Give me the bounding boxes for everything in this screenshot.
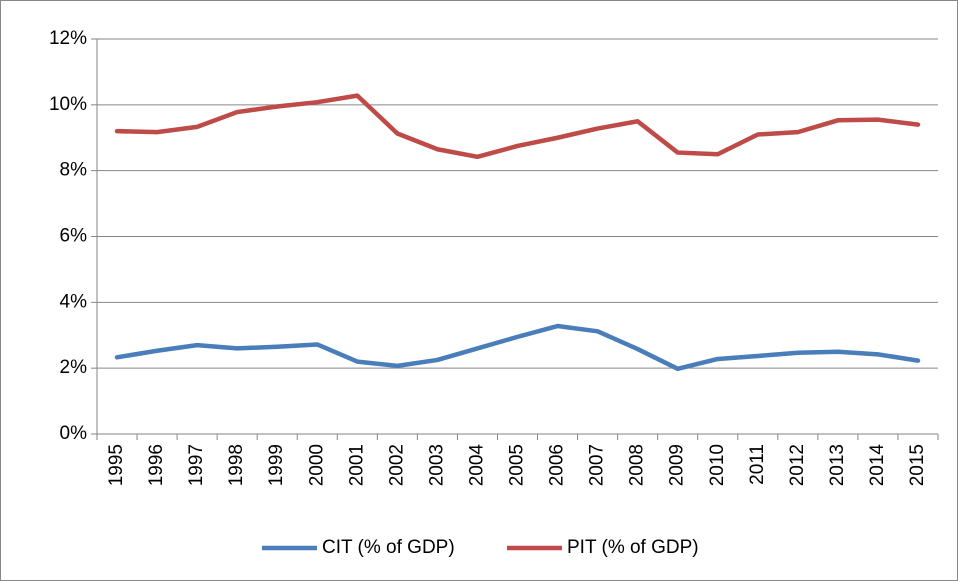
x-tick-label: 2006 [547,444,568,486]
y-tick-label: 6% [60,226,88,247]
x-tick-label: 2013 [827,444,848,486]
x-tick-label: 2001 [346,444,367,486]
x-tick-label: 2014 [867,444,888,487]
y-tick-label: 2% [60,357,88,378]
x-tick-label: 2007 [587,444,608,486]
x-tick-label: 2004 [466,444,487,487]
y-tick-label: 4% [60,291,88,312]
legend-label: PIT (% of GDP) [567,537,699,558]
x-tick-label: 2003 [426,444,447,486]
x-tick-label: 1998 [226,444,247,486]
x-tick-label: 2009 [667,444,688,486]
y-tick-label: 10% [49,94,87,115]
x-tick-label: 2000 [306,444,327,486]
legend-label: CIT (% of GDP) [322,537,455,558]
y-tick-label: 8% [60,160,88,181]
y-tick-label: 12% [49,28,87,49]
line-series [114,323,921,372]
x-tick-label: 1999 [266,444,287,486]
x-tick-label: 2005 [507,444,528,486]
x-tick-label: 2015 [907,444,928,486]
x-tick-label: 2010 [707,444,728,486]
x-tick-label: 1995 [106,444,127,486]
x-tick-label: 2012 [787,444,808,486]
x-tick-label: 1996 [146,444,167,486]
y-tick-label: 0% [60,423,88,444]
x-tick-label: 1997 [186,444,207,486]
x-tick-label: 2011 [747,444,768,485]
x-tick-label: 2008 [627,444,648,486]
line-series [114,93,921,160]
x-tick-label: 2002 [386,444,407,486]
